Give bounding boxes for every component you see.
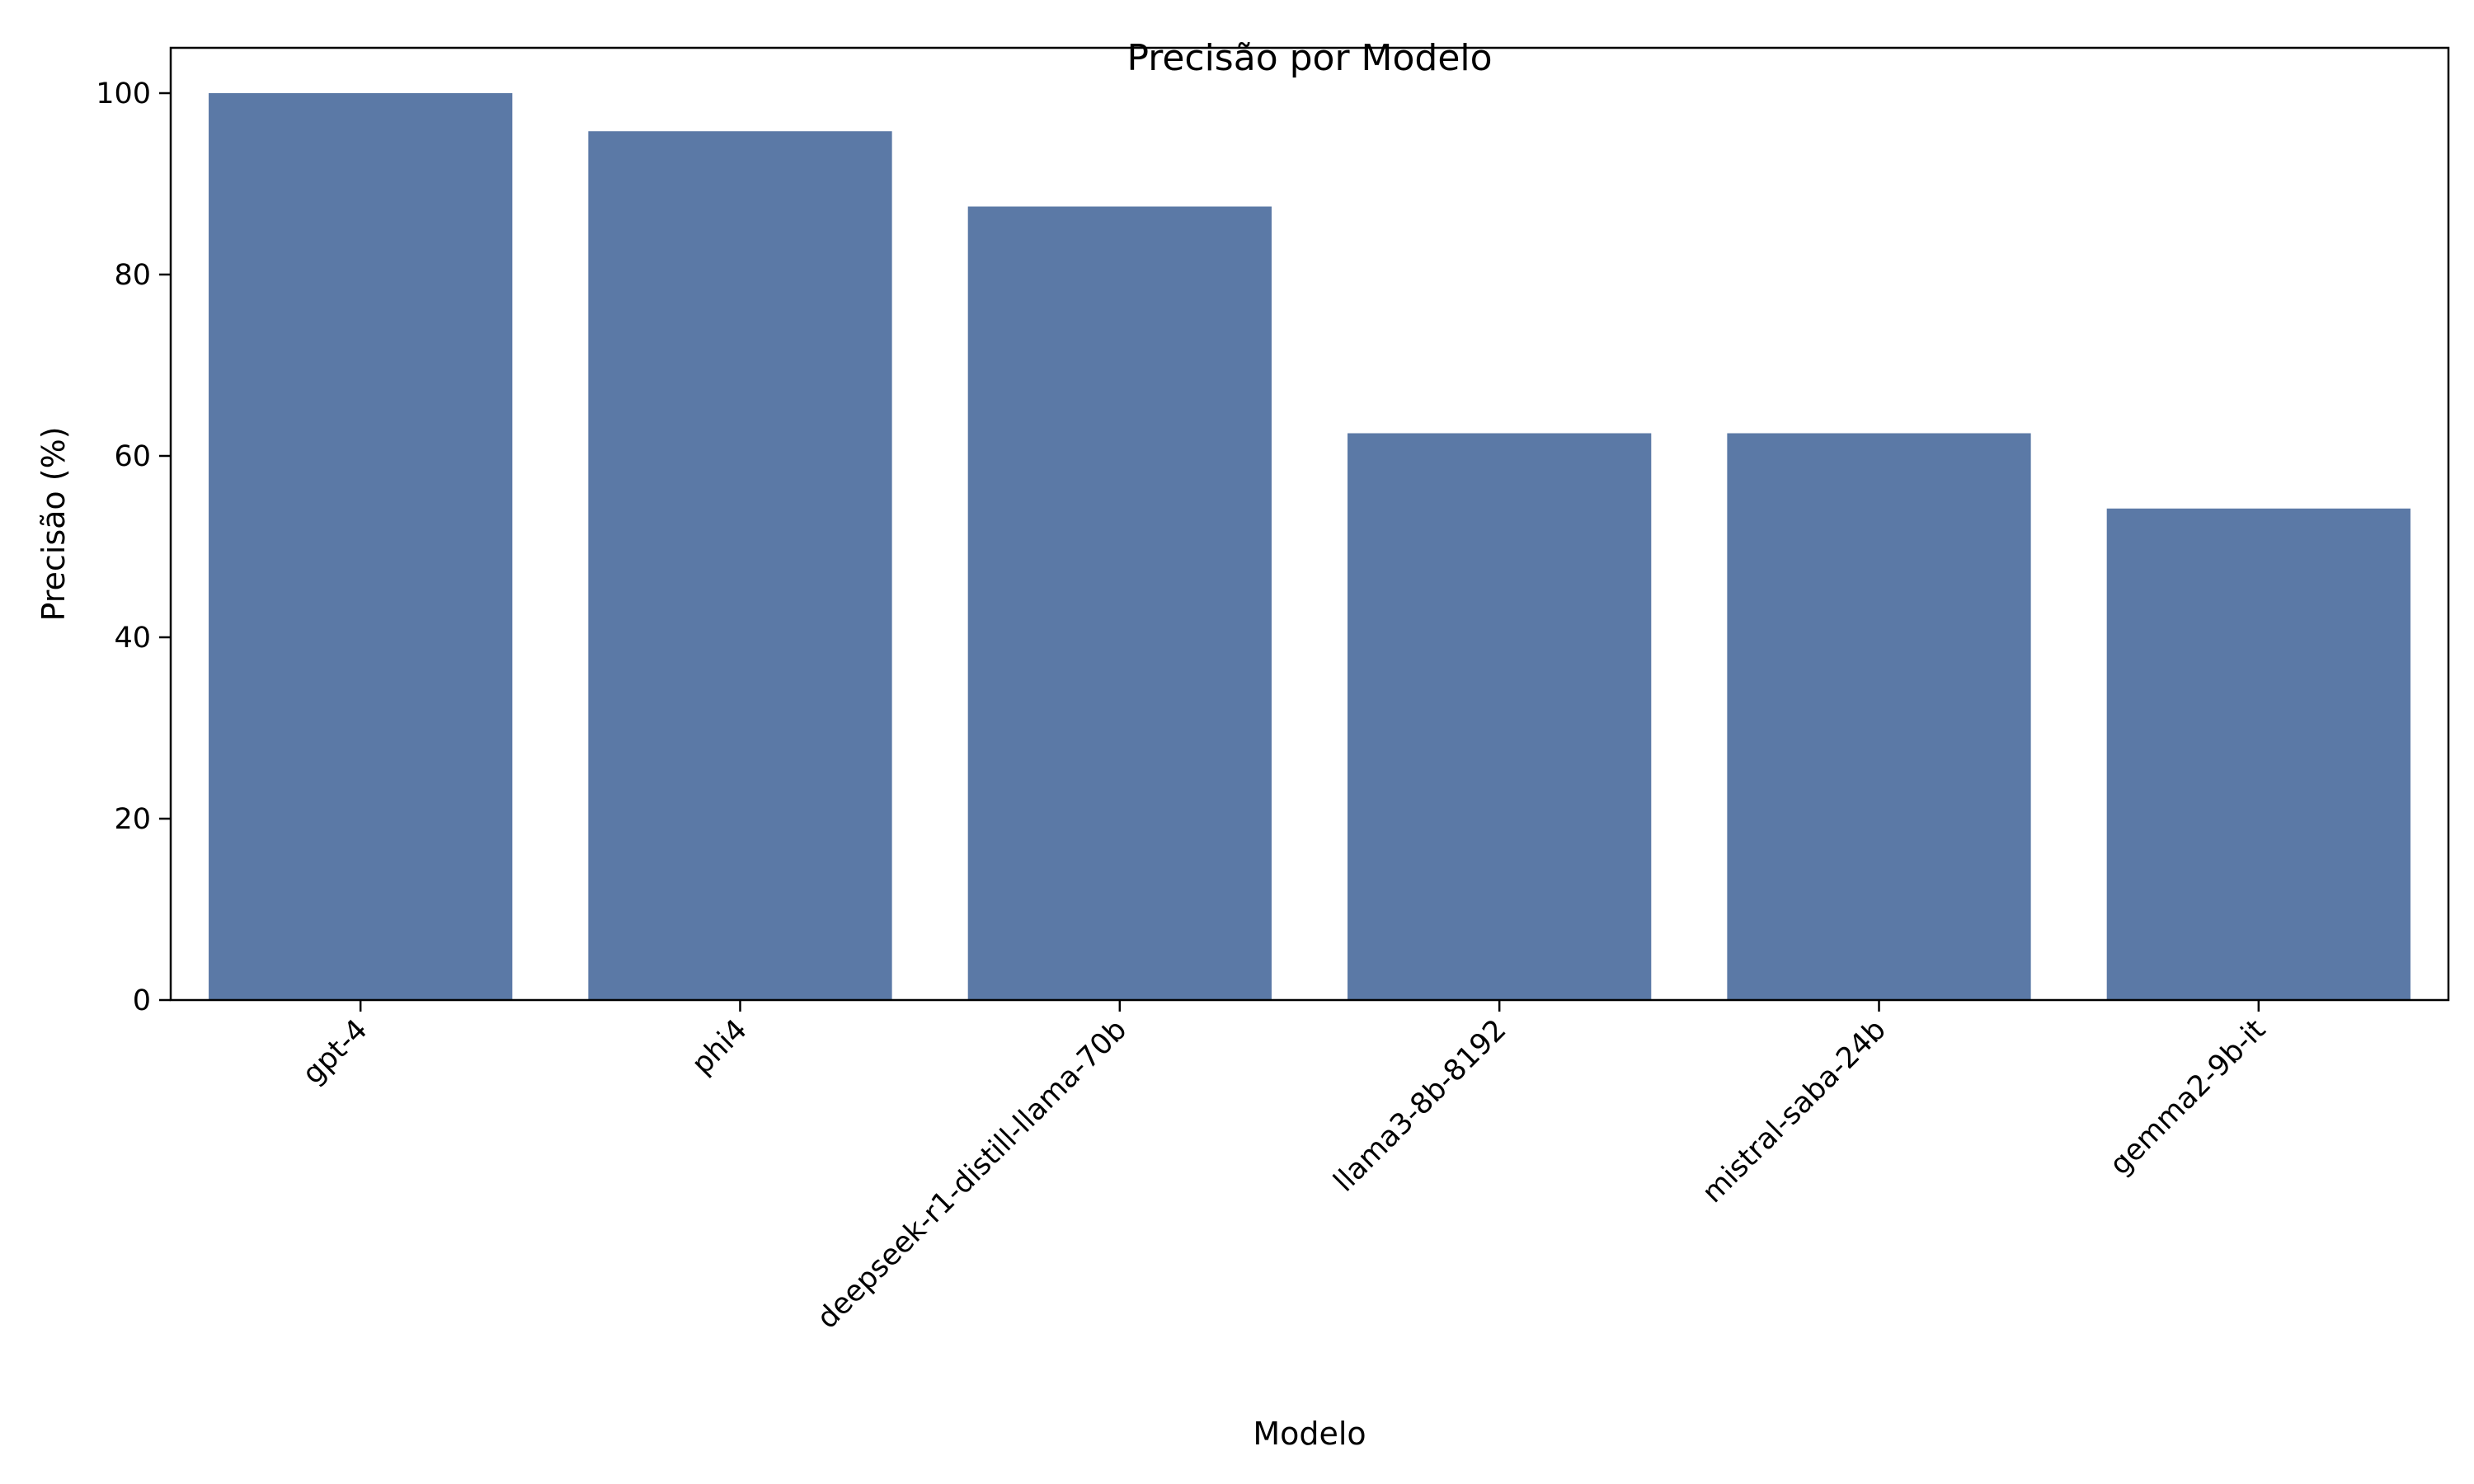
y-axis-label: Precisão (%) bbox=[35, 426, 72, 621]
x-tick-label: llama3-8b-8192 bbox=[1328, 1013, 1513, 1199]
y-tick-label: 100 bbox=[96, 77, 151, 110]
y-tick-label: 0 bbox=[133, 984, 151, 1017]
x-axis: gpt-4 phi4 deepseek-r1-distill-llama-70b ll… bbox=[296, 1000, 2272, 1336]
bar-deepseek-r1-distill-llama-70b bbox=[967, 206, 1272, 1000]
bar-phi4 bbox=[588, 131, 892, 1001]
y-tick-label: 60 bbox=[114, 440, 151, 473]
bar-gpt-4 bbox=[209, 93, 513, 1000]
x-tick-label: mistral-saba-24b bbox=[1696, 1013, 1893, 1209]
x-tick-label: gemma2-9b-it bbox=[2104, 1013, 2272, 1181]
y-tick-label: 80 bbox=[114, 259, 151, 292]
y-tick-label: 20 bbox=[114, 803, 151, 836]
x-tick-label: gpt-4 bbox=[296, 1013, 374, 1091]
bar-llama3-8b-8192 bbox=[1348, 433, 1652, 1000]
y-tick-label: 40 bbox=[114, 622, 151, 655]
bar-gemma2-9b-it bbox=[2106, 508, 2411, 1000]
chart-title: Precisão por Modelo bbox=[1126, 37, 1492, 79]
x-axis-label: Modelo bbox=[1253, 1416, 1366, 1452]
bar-mistral-saba-24b bbox=[1727, 433, 2031, 1000]
plot-frame bbox=[169, 46, 2450, 1002]
y-axis: 0 20 40 60 80 100 bbox=[96, 77, 171, 1017]
x-tick-label: deepseek-r1-distill-llama-70b bbox=[811, 1013, 1134, 1336]
bars-layer bbox=[209, 93, 2411, 1001]
x-tick-label: phi4 bbox=[686, 1013, 754, 1081]
